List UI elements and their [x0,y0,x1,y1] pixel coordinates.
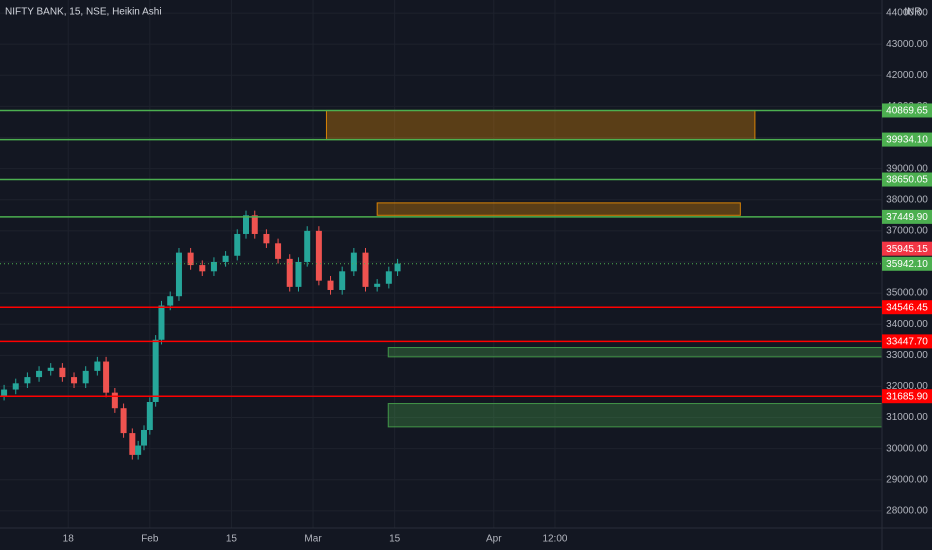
candle-body [175,252,182,297]
y-tick-label: 32000.00 [886,381,928,392]
y-tick-label: 30000.00 [886,443,928,454]
candle-body [243,215,250,234]
level-tag-label: 31685.90 [886,391,928,402]
y-tick-label: 33000.00 [886,350,928,361]
plot [0,0,883,528]
level-tag-label: 37449.90 [886,212,928,223]
level-tag-label: 40869.65 [886,106,928,117]
candle-body [275,243,282,259]
candle-body [24,377,31,384]
level-tag-label: 39934.10 [886,135,928,146]
candle-body [120,408,127,434]
candle-body [234,233,241,256]
y-tick-label: 39000.00 [886,163,928,174]
y-tick-label: 42000.00 [886,70,928,81]
y-tick-label: 31000.00 [886,412,928,423]
level-tag-label: 38650.05 [886,175,928,186]
y-tick-label: 44000.00 [886,8,928,19]
level-tag [882,132,932,147]
candle-body [263,233,270,244]
level-tag [882,103,932,118]
y-tick-label: 34000.00 [886,319,928,330]
candle-body [59,367,66,378]
candle-body [12,383,19,390]
zone [387,347,883,358]
candle-body [394,263,401,272]
level-tag-label: 34546.45 [886,302,928,313]
level-tag [882,334,932,349]
candle-body [295,261,302,287]
level-tag [882,172,932,187]
candle-body [327,280,334,290]
price-tag-label: 35942.10 [886,259,928,270]
y-tick-label: 28000.00 [886,506,928,517]
level-tag-label: 33447.70 [886,337,928,348]
x-tick-label: Mar [304,534,322,545]
candle-body [158,305,165,340]
candle-body [199,265,206,272]
y-tick-label: 29000.00 [886,474,928,485]
zone [325,109,756,141]
candle-body [222,255,229,262]
candle-body [167,296,174,306]
candle-body [111,392,118,409]
price-tag [882,256,932,271]
level-tag [882,300,932,315]
x-tick-label: Apr [486,534,502,545]
candle-body [1,389,8,396]
candle-body [129,433,136,455]
candle-body [210,261,217,272]
price-tag-label: 35945.15 [886,244,928,255]
candle-body [187,252,194,266]
x-tick-label: Feb [141,534,159,545]
zone [387,403,883,428]
zone [376,202,741,216]
x-tick-label: 15 [226,534,238,545]
y-tick-label: 37000.00 [886,226,928,237]
candle-body [374,283,381,287]
candle-body [315,230,322,281]
candle-body [339,271,346,290]
candle-body [36,370,43,378]
candle-body [135,445,142,455]
candle-body [47,367,54,371]
y-tick-label: 38000.00 [886,194,928,205]
price-tag [882,241,932,256]
chart-title: NIFTY BANK, 15, NSE, Heikin Ashi [5,7,162,18]
y-tick-label: 43000.00 [886,39,928,50]
x-tick-label: 18 [63,534,75,545]
x-tick-label: 12:00 [542,534,567,545]
candle-body [146,401,153,430]
currency-label: INR [904,7,921,18]
candle-body [94,361,101,371]
candle-body [152,339,159,402]
candle-body [385,271,392,284]
candle-body [286,258,293,287]
level-tag [882,389,932,404]
candle-body [103,361,110,393]
level-tag [882,209,932,224]
x-tick-label: 15 [389,534,401,545]
candle-body [251,215,258,234]
candle-body [140,429,147,446]
candle-body [362,252,369,287]
y-tick-label: 35000.00 [886,288,928,299]
candle-body [350,252,357,272]
candle-body [71,377,78,384]
candle-body [304,230,311,262]
candle-body [82,370,89,384]
